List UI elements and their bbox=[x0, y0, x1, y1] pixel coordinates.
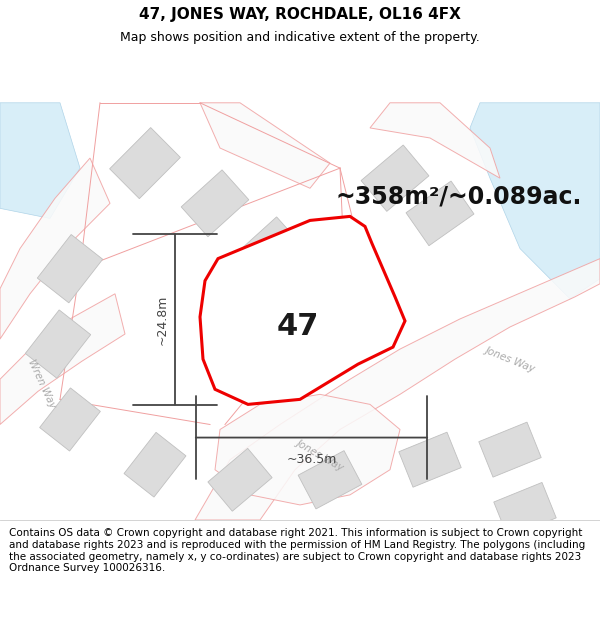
Text: Jones Way: Jones Way bbox=[484, 344, 536, 374]
Polygon shape bbox=[200, 216, 405, 404]
Text: ~358m²/~0.089ac.: ~358m²/~0.089ac. bbox=[335, 184, 581, 208]
Polygon shape bbox=[361, 145, 429, 211]
Text: 47: 47 bbox=[277, 312, 319, 341]
Polygon shape bbox=[470, 102, 600, 299]
Polygon shape bbox=[200, 102, 330, 188]
Text: Map shows position and indicative extent of the property.: Map shows position and indicative extent… bbox=[120, 31, 480, 44]
Polygon shape bbox=[208, 448, 272, 511]
Polygon shape bbox=[195, 259, 600, 520]
Polygon shape bbox=[215, 394, 400, 505]
Polygon shape bbox=[25, 310, 91, 378]
Polygon shape bbox=[494, 482, 556, 538]
Polygon shape bbox=[0, 294, 125, 424]
Polygon shape bbox=[406, 181, 474, 246]
Polygon shape bbox=[370, 102, 500, 178]
Polygon shape bbox=[0, 158, 110, 339]
Text: 47, JONES WAY, ROCHDALE, OL16 4FX: 47, JONES WAY, ROCHDALE, OL16 4FX bbox=[139, 7, 461, 22]
Text: Contains OS data © Crown copyright and database right 2021. This information is : Contains OS data © Crown copyright and d… bbox=[9, 528, 585, 573]
Polygon shape bbox=[479, 422, 541, 477]
Polygon shape bbox=[181, 170, 249, 237]
Text: Jones Way: Jones Way bbox=[295, 437, 346, 472]
Polygon shape bbox=[110, 127, 181, 199]
Polygon shape bbox=[238, 217, 302, 280]
Polygon shape bbox=[124, 432, 186, 497]
Polygon shape bbox=[40, 388, 100, 451]
Text: ~36.5m: ~36.5m bbox=[286, 452, 337, 466]
Polygon shape bbox=[298, 451, 362, 509]
Text: ~24.8m: ~24.8m bbox=[156, 294, 169, 344]
Polygon shape bbox=[399, 432, 461, 487]
Polygon shape bbox=[37, 234, 103, 303]
Polygon shape bbox=[0, 102, 80, 218]
Polygon shape bbox=[288, 262, 352, 326]
Text: Wren Way: Wren Way bbox=[26, 358, 58, 410]
